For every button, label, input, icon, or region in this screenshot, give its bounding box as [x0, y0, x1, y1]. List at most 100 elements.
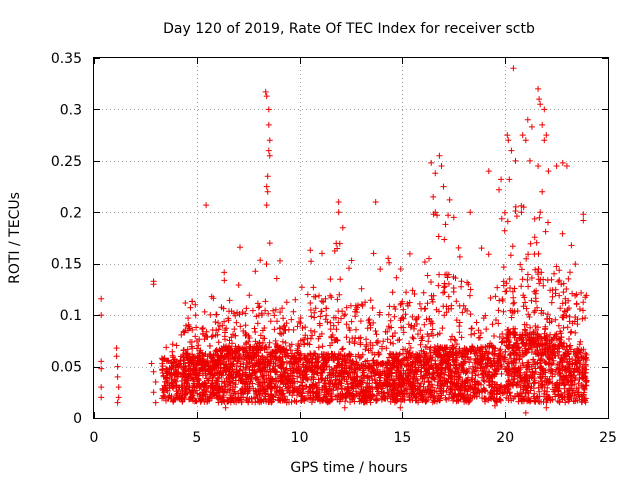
data-point — [581, 361, 588, 368]
data-point — [534, 359, 541, 366]
data-point — [491, 348, 498, 355]
data-point — [500, 282, 507, 289]
data-point — [503, 288, 510, 295]
data-point — [280, 345, 287, 352]
data-point — [255, 363, 262, 370]
data-point — [557, 370, 564, 377]
data-point — [549, 350, 555, 357]
data-point — [436, 397, 443, 404]
data-point — [184, 390, 190, 396]
data-point — [179, 382, 186, 389]
data-point — [483, 363, 490, 370]
data-point — [525, 346, 532, 353]
data-point — [561, 389, 568, 396]
data-point — [398, 358, 405, 364]
data-point — [519, 378, 526, 385]
data-point — [551, 270, 558, 277]
data-point — [552, 391, 558, 398]
data-point — [350, 385, 357, 392]
data-point — [294, 349, 301, 356]
data-point — [266, 240, 273, 247]
data-point — [341, 370, 348, 377]
data-point — [441, 344, 448, 351]
data-point — [572, 357, 579, 364]
data-point — [437, 390, 444, 397]
data-point — [510, 376, 517, 383]
data-point — [517, 390, 524, 397]
data-point — [279, 391, 286, 398]
data-point — [306, 341, 313, 348]
data-point — [531, 390, 538, 397]
data-point — [290, 308, 297, 315]
data-point — [580, 299, 587, 306]
data-point — [213, 311, 220, 318]
data-point — [573, 385, 580, 392]
data-point — [190, 397, 197, 404]
data-point — [180, 328, 187, 335]
data-point — [217, 368, 224, 375]
data-point — [312, 394, 318, 401]
data-point — [337, 390, 344, 397]
data-point — [502, 348, 509, 355]
data-point — [509, 329, 516, 336]
data-point — [424, 300, 431, 307]
data-point — [504, 132, 511, 139]
data-point — [208, 333, 215, 340]
data-point — [302, 356, 309, 363]
data-point — [189, 298, 196, 305]
data-point — [322, 295, 329, 302]
data-point — [407, 344, 414, 351]
data-point — [233, 358, 240, 365]
data-point — [294, 392, 300, 399]
data-point — [367, 322, 374, 329]
data-point — [438, 366, 445, 373]
data-point — [331, 381, 338, 388]
data-point — [315, 359, 322, 366]
data-point — [358, 396, 365, 403]
data-point — [578, 396, 585, 403]
data-point — [469, 344, 476, 350]
data-point — [183, 322, 189, 329]
data-point — [410, 335, 417, 342]
data-point — [230, 375, 237, 382]
data-point — [379, 383, 386, 390]
data-point — [196, 336, 203, 343]
data-point — [485, 251, 492, 258]
data-point — [318, 330, 325, 337]
data-point — [246, 292, 253, 299]
data-point — [533, 239, 540, 246]
data-point — [565, 391, 572, 398]
data-point — [445, 293, 452, 300]
data-point — [150, 389, 157, 396]
data-point — [358, 353, 365, 360]
data-point — [246, 360, 253, 367]
data-point — [459, 309, 466, 316]
data-point — [498, 176, 505, 183]
data-point — [359, 369, 366, 376]
data-point — [521, 398, 527, 405]
data-point — [393, 373, 400, 380]
data-point — [484, 350, 491, 357]
data-point — [309, 382, 316, 389]
y-tick-label: 0.3 — [60, 102, 82, 118]
data-point — [418, 335, 425, 342]
data-point — [223, 361, 230, 368]
data-point — [566, 356, 573, 363]
data-point — [180, 354, 187, 361]
data-point — [370, 357, 377, 364]
data-point — [506, 365, 512, 372]
data-point — [527, 331, 533, 338]
data-point — [426, 382, 433, 389]
data-point — [376, 374, 383, 381]
data-point — [526, 397, 533, 404]
data-point — [566, 396, 573, 403]
data-point — [533, 287, 540, 294]
data-point — [246, 343, 253, 350]
data-point — [203, 202, 210, 209]
data-point — [221, 333, 228, 340]
data-point — [307, 327, 314, 334]
data-point — [308, 258, 315, 265]
data-point — [508, 355, 514, 362]
data-point — [416, 300, 423, 307]
data-point — [98, 358, 105, 365]
